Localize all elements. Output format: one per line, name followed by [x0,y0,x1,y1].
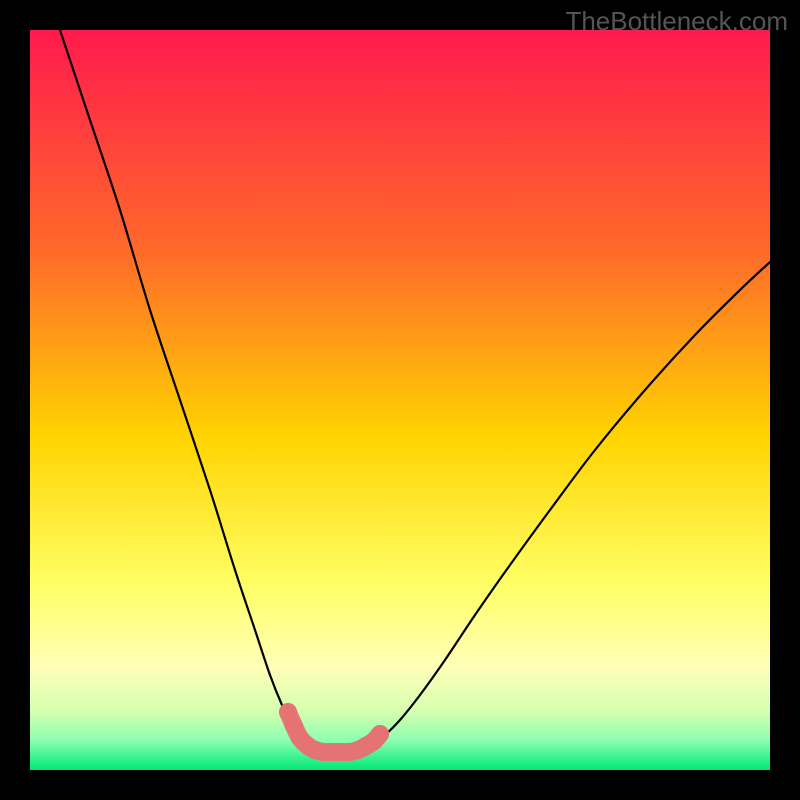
plot-background [30,30,770,770]
marker-dot [371,725,389,743]
plot-svg [30,30,770,770]
plot-area [30,30,770,770]
watermark-text: TheBottleneck.com [565,6,788,37]
chart-container: TheBottleneck.com [0,0,800,800]
